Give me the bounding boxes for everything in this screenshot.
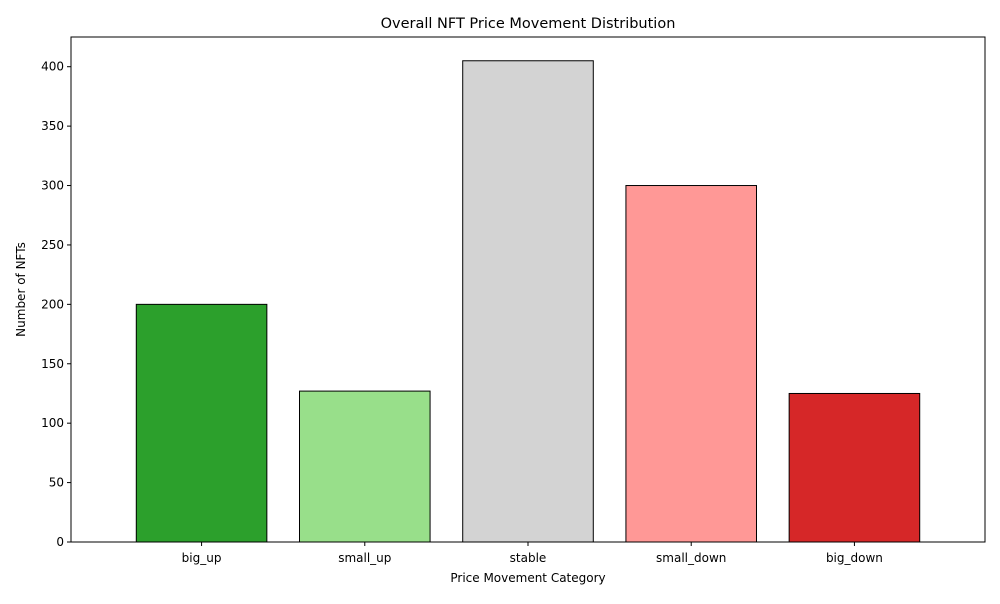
y-axis-label: Number of NFTs	[14, 242, 28, 337]
y-tick-label: 300	[41, 179, 64, 193]
chart-title: Overall NFT Price Movement Distribution	[381, 16, 676, 32]
x-tick-label: small_down	[656, 551, 726, 565]
bar-big-down	[788, 392, 921, 543]
y-tick-label: 0	[56, 535, 64, 549]
x-tick-label: stable	[510, 551, 547, 565]
bar-big-up	[135, 303, 268, 543]
y-tick-label: 100	[41, 416, 64, 430]
y-tick-label: 200	[41, 297, 64, 311]
y-tick-label: 250	[41, 238, 64, 252]
bar-stable	[462, 60, 594, 543]
bar-small-down	[625, 185, 758, 543]
y-tick-label: 350	[41, 119, 64, 133]
y-tick-label: 400	[41, 60, 64, 74]
x-tick-label: small_up	[338, 551, 391, 565]
y-tick-label: 150	[41, 357, 64, 371]
x-tick-label: big_up	[182, 551, 222, 565]
bar-small-up	[299, 390, 431, 543]
plot-area: 0 50 100 150 200 250 300 350 400 big_up small_up st…	[41, 60, 921, 565]
plot-frame	[70, 36, 986, 543]
x-axis-label: Price Movement Category	[450, 571, 605, 585]
y-tick-label: 50	[49, 476, 64, 490]
x-tick-label: big_down	[826, 551, 883, 565]
